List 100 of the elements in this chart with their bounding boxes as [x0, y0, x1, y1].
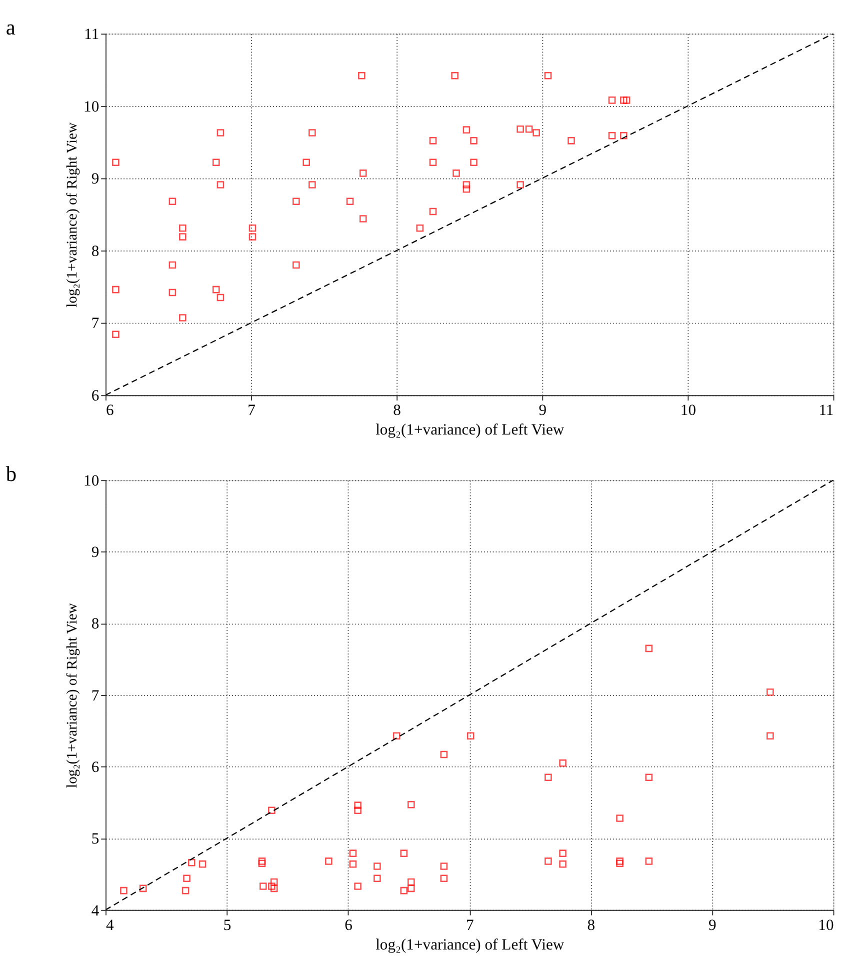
point: [198, 860, 206, 868]
point: [374, 874, 381, 882]
y-tick-label: 8: [91, 616, 100, 633]
point: [178, 233, 186, 240]
point: [216, 294, 224, 302]
x-tick-label: 10: [818, 916, 834, 934]
point: [168, 198, 176, 206]
point: [168, 261, 176, 269]
y-tick-label: 11: [84, 26, 100, 44]
y-tick-label: 8: [91, 242, 100, 260]
point: [268, 882, 276, 890]
point: [354, 802, 362, 809]
point: [452, 170, 460, 177]
point: [516, 181, 524, 188]
point: [292, 261, 300, 269]
point: [112, 158, 120, 166]
point: [466, 732, 474, 740]
point: [112, 286, 120, 294]
y-axis-title: log₂(1+variance) of Right View: [64, 122, 81, 308]
point: [416, 224, 424, 232]
point: [544, 858, 552, 865]
x-tick-label: 11: [818, 402, 834, 420]
point: [568, 137, 575, 144]
point: [559, 850, 566, 857]
point: [622, 96, 630, 104]
x-tick-label: 6: [106, 402, 114, 420]
point: [616, 814, 624, 822]
point: [620, 96, 628, 104]
point: [544, 774, 552, 782]
x-axis-title: log₂(1+variance) of Left View: [376, 422, 565, 439]
point: [183, 874, 190, 882]
point: [559, 759, 566, 767]
y-tick-label: 7: [91, 687, 100, 704]
point: [120, 886, 128, 894]
x-axis-title: log₂(1+variance) of Left View: [376, 936, 565, 954]
point: [346, 198, 354, 206]
point: [429, 158, 437, 166]
point: [178, 314, 186, 322]
point: [616, 858, 624, 865]
point: [766, 732, 774, 740]
point: [374, 862, 381, 870]
y-tick-label: 6: [91, 387, 100, 404]
point: [112, 330, 120, 338]
point: [440, 862, 448, 870]
point: [216, 129, 224, 136]
point: [470, 158, 478, 166]
point: [258, 860, 266, 867]
point: [260, 882, 267, 890]
point: [258, 858, 266, 865]
x-tick-label: 9: [538, 402, 547, 420]
point: [532, 129, 540, 136]
x-tick-label: 8: [587, 916, 596, 934]
point: [325, 858, 332, 865]
point: [308, 181, 316, 188]
point: [408, 800, 415, 808]
x-tick-label: 10: [680, 402, 696, 420]
x-tick-label: 9: [708, 916, 717, 934]
point: [400, 850, 408, 857]
point: [359, 215, 367, 222]
point: [359, 170, 367, 177]
point: [358, 72, 366, 80]
point: [188, 858, 196, 866]
point: [408, 884, 415, 892]
x-tick-label: 7: [248, 402, 256, 420]
point: [525, 125, 533, 133]
point: [178, 224, 186, 232]
point: [270, 878, 278, 886]
point: [645, 644, 653, 652]
point: [248, 233, 256, 240]
point: [270, 884, 278, 892]
chart-title: a: [6, 16, 16, 40]
point: [645, 858, 653, 865]
chart-title: b: [6, 462, 17, 486]
point: [349, 860, 357, 868]
y-tick-label: 7: [91, 315, 100, 332]
point: [440, 874, 448, 882]
point: [168, 288, 176, 296]
point: [462, 185, 470, 193]
point: [429, 208, 437, 216]
point: [608, 132, 616, 140]
point: [462, 181, 470, 188]
point: [516, 125, 524, 133]
y-axis-title: log₂(1+variance) of Right View: [64, 602, 81, 788]
y-tick-label: 4: [91, 902, 100, 920]
point: [349, 850, 357, 857]
x-tick-label: 6: [344, 916, 353, 934]
point: [766, 688, 774, 696]
point: [451, 72, 458, 80]
point: [392, 732, 400, 740]
y-tick-label: 9: [91, 544, 100, 562]
point: [216, 181, 224, 188]
point: [354, 882, 362, 890]
y-tick-label: 10: [84, 472, 100, 490]
point: [608, 96, 616, 104]
point: [268, 806, 276, 814]
point: [616, 860, 624, 867]
point: [139, 884, 147, 892]
x-tick-label: 7: [466, 916, 474, 934]
point: [559, 860, 566, 868]
y-tick-label: 10: [84, 98, 100, 116]
